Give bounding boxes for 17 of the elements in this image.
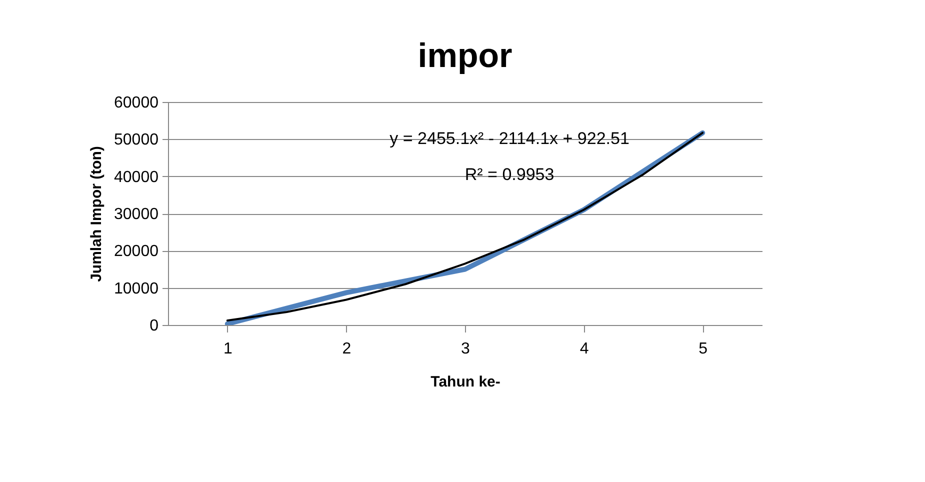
x-tick-label: 3 <box>461 340 470 358</box>
y-tick-label: 0 <box>150 318 159 334</box>
annotation: R² = 0.9953 <box>464 165 554 184</box>
y-tick-label: 20000 <box>114 243 159 260</box>
x-axis-title: Tahun ke- <box>430 374 500 390</box>
chart-title: impor <box>418 37 512 75</box>
x-tick-label: 5 <box>698 340 708 358</box>
x-tick-label: 4 <box>580 340 589 358</box>
y-tick-label: 60000 <box>114 94 159 112</box>
y-axis-title: Jumlah Impor (ton) <box>88 146 106 282</box>
annotation: y = 2455.1x² - 2114.1x + 922.51 <box>390 129 630 148</box>
y-tick-label: 10000 <box>114 280 159 298</box>
x-tick-label: 1 <box>223 340 232 358</box>
y-tick-label: 50000 <box>114 132 159 149</box>
y-tick-label: 40000 <box>114 168 159 186</box>
x-tick-label: 2 <box>342 340 352 358</box>
y-tick-label: 30000 <box>114 206 159 223</box>
